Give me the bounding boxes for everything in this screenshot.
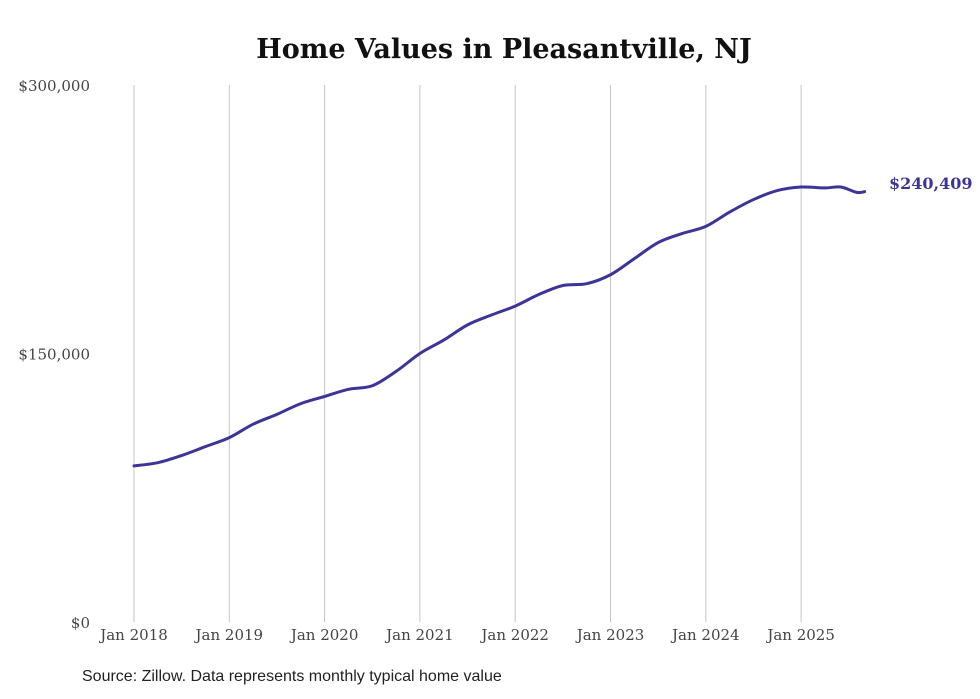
x-tick-label: Jan 2019 — [194, 626, 264, 644]
y-tick-label: $0 — [71, 614, 90, 632]
x-tick-label: Jan 2025 — [765, 626, 835, 644]
y-tick-label: $300,000 — [18, 77, 90, 95]
x-tick-label: Jan 2023 — [575, 626, 645, 644]
end-value-label: $240,409 — [889, 174, 973, 193]
source-note: Source: Zillow. Data represents monthly … — [82, 668, 502, 685]
x-tick-label: Jan 2020 — [289, 626, 359, 644]
series-line — [132, 185, 867, 468]
x-tick-label: Jan 2024 — [670, 626, 740, 644]
x-tick-label: Jan 2022 — [479, 626, 549, 644]
chart-title: Home Values in Pleasantville, NJ — [256, 34, 752, 65]
x-tick-label: Jan 2021 — [384, 626, 454, 644]
x-tick-label: Jan 2018 — [98, 626, 168, 644]
y-tick-label: $150,000 — [18, 346, 90, 364]
